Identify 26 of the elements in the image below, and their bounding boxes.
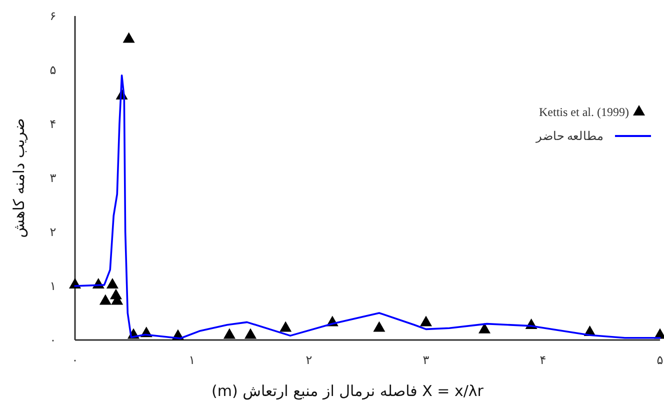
x-tick-label: ۱ [188,353,196,367]
legend-label: مطالعه حاضر [535,129,603,143]
point [223,328,236,339]
legend-label: Kettis et al. (1999) [539,105,629,119]
point [420,316,432,326]
x-tick-label: ۵ [656,353,664,367]
x-axis-title: X = x/λr فاصله نرمال از منبع ارتعاش (m) [212,382,484,400]
y-tick-label: ۱ [50,279,56,293]
point [106,278,118,288]
point [122,32,135,43]
point [99,294,112,305]
x-tick-label: ۴ [540,353,546,367]
y-tick-label: ۲ [50,225,56,239]
y-tick-label: ۰ [50,333,56,347]
y-axis-title: ضریب دامنه کاهش [10,118,28,238]
point [280,321,292,332]
point [373,321,386,332]
x-tick-label: ۰ [72,353,78,367]
x-tick-label: ۳ [422,353,430,367]
point [244,328,256,339]
y-tick-label: ۵ [50,63,56,77]
point [478,322,490,334]
y-tick-label: ۶ [50,9,56,23]
x-tick-label: ۲ [306,353,312,367]
y-tick-label: ۳ [50,171,57,185]
y-tick-label: ۴ [50,117,56,131]
